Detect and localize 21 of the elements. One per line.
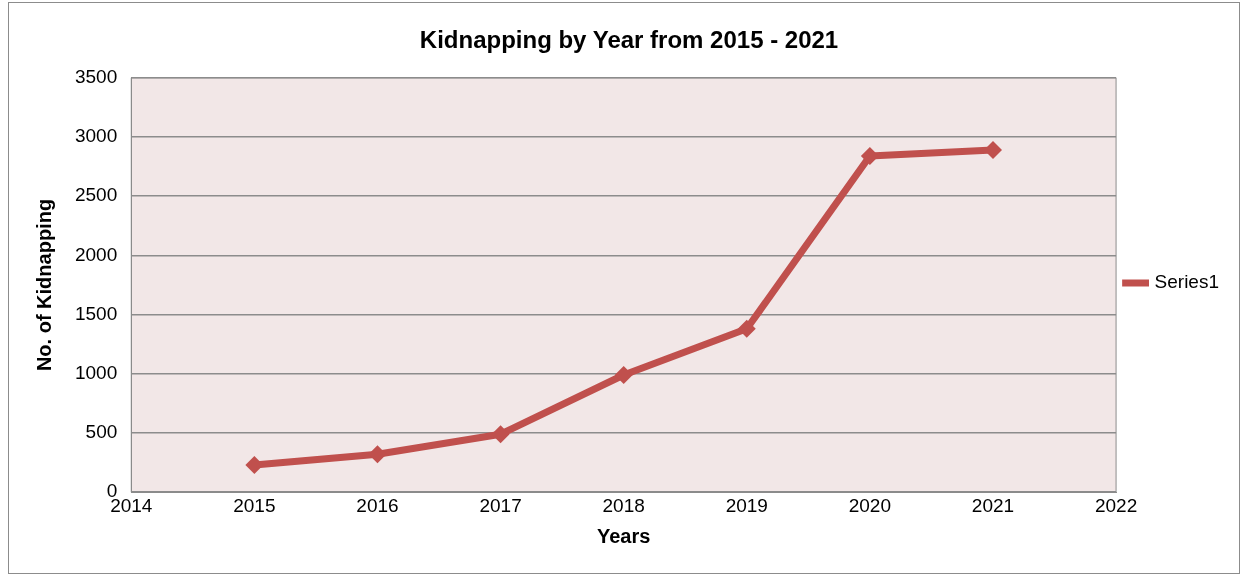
x-tick-label: 2022 [1094,494,1138,516]
y-tick-label: 500 [85,421,118,443]
y-tick-label: 3500 [74,66,118,88]
x-tick-label: 2019 [725,494,768,516]
y-tick-label: 2000 [74,243,118,265]
y-tick-label: 2500 [74,184,118,206]
x-tick-label: 2020 [848,494,892,516]
y-axis-title: No. of Kidnapping [32,198,55,372]
y-tick-label: 3000 [74,125,118,147]
x-tick-label: 2018 [602,494,645,516]
x-tick-label: 2015 [233,494,276,516]
x-axis-title: Years [596,524,651,547]
y-tick-label: 1500 [74,302,118,324]
x-tick-label: 2017 [479,494,522,516]
legend-label: Series1 [1154,271,1219,293]
x-tick-label: 2021 [971,494,1015,516]
chart-title: Kidnapping by Year from 2015 - 2021 [419,26,839,54]
x-tick-label: 2016 [356,494,399,516]
point [614,365,633,384]
y-tick-label: 1000 [74,362,118,384]
point [737,319,756,338]
